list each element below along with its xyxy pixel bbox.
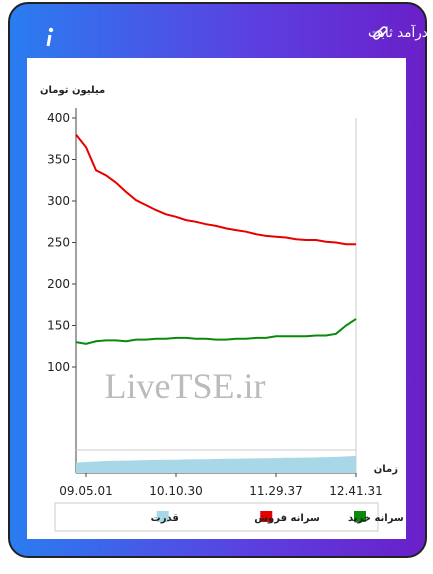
y-tick-label: 400	[47, 111, 70, 125]
area	[76, 456, 356, 473]
link-icon	[372, 26, 388, 40]
line	[75, 133, 356, 246]
info-icon	[46, 27, 54, 47]
x-tick-label: 11.29.37	[249, 484, 302, 498]
y-tick-label: 300	[47, 194, 70, 208]
y-tick-label: 250	[47, 236, 70, 250]
y-tick-label: 200	[47, 277, 70, 291]
watermark: LiveTSE.ir	[105, 366, 266, 406]
y-tick-label: 150	[47, 319, 70, 333]
legend-label: سرانه خرید	[348, 513, 404, 524]
y-tick-label: 100	[47, 360, 70, 374]
x-tick-label: 09.05.01	[59, 484, 112, 498]
line	[75, 318, 357, 345]
legend-box	[54, 502, 379, 532]
legend-swatch	[354, 511, 366, 522]
y-axis-label: میلیون تومان	[40, 85, 105, 96]
x-tick-label: 12.41.31	[329, 484, 382, 498]
y-tick-label: 350	[47, 153, 70, 167]
legend-swatch	[156, 511, 169, 522]
header-title: سرانه ی خرید و فروش حقیقی در صندوق های د…	[368, 24, 433, 41]
legend-swatch	[260, 511, 273, 522]
legend-label: قدرت	[151, 513, 179, 524]
legend-label: سرانه فروش	[254, 513, 320, 524]
x-axis-label: زمان	[374, 464, 398, 475]
x-tick-label: 10.10.30	[149, 484, 202, 498]
